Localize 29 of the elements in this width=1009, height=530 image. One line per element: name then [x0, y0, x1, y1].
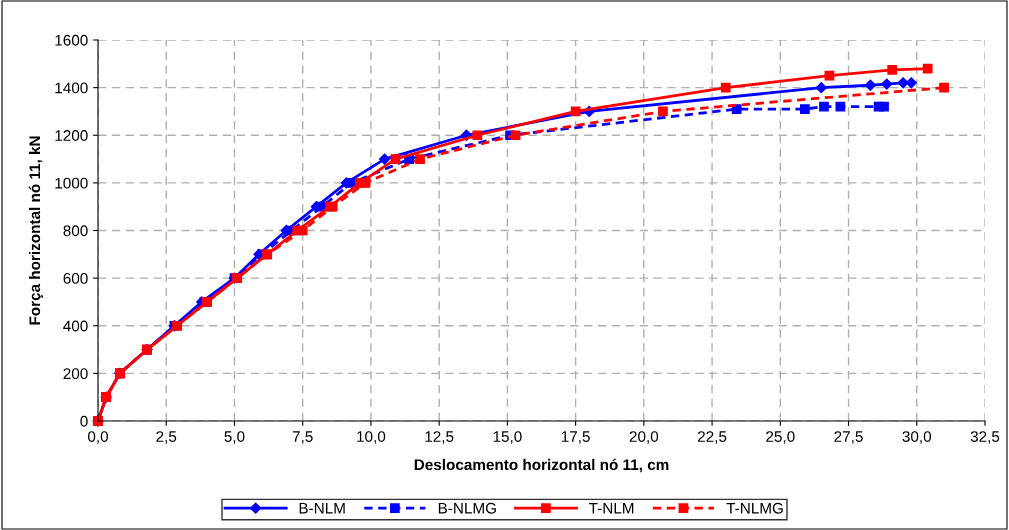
y-tick-label: 400 [63, 320, 88, 332]
y-axis-title: Força horizontal nó 11, kN [28, 136, 44, 325]
x-tick-label: 10,0 [357, 431, 386, 444]
legend-label: B-NLMG [438, 502, 496, 514]
x-axis-title: Deslocamento horizontal nó 11, cm [414, 458, 669, 473]
x-tick-label: 20,0 [629, 431, 659, 444]
y-tick-label: 600 [63, 272, 88, 284]
legend-label: T-NLM [589, 502, 634, 514]
x-tick-label: 27,5 [834, 431, 863, 444]
y-tick-label: 800 [63, 225, 88, 237]
y-tick-label: 1000 [55, 177, 88, 189]
y-tick-label: 1200 [55, 130, 88, 141]
x-tick-label: 25,0 [766, 431, 795, 444]
x-tick-label: 5,0 [224, 431, 245, 444]
x-tick-label: 22,5 [697, 431, 727, 444]
x-tick-label: 15,0 [493, 431, 522, 444]
x-tick-label: 30,0 [902, 431, 932, 444]
x-tick-label: 17,5 [561, 431, 590, 444]
x-tick-label: 12,5 [425, 431, 454, 444]
x-tick-label: 32,5 [970, 431, 1000, 444]
x-tick-label: 0,0 [87, 431, 109, 444]
x-tick-label: 2,5 [156, 431, 177, 444]
x-tick-label: 7,5 [292, 431, 313, 444]
y-tick-label: 0 [80, 415, 88, 427]
legend-label: T-NLMG [726, 502, 783, 514]
legend-label: B-NLM [299, 502, 345, 514]
y-tick-label: 200 [63, 368, 88, 380]
y-tick-label: 1600 [55, 34, 88, 46]
y-tick-label: 1400 [55, 82, 88, 94]
